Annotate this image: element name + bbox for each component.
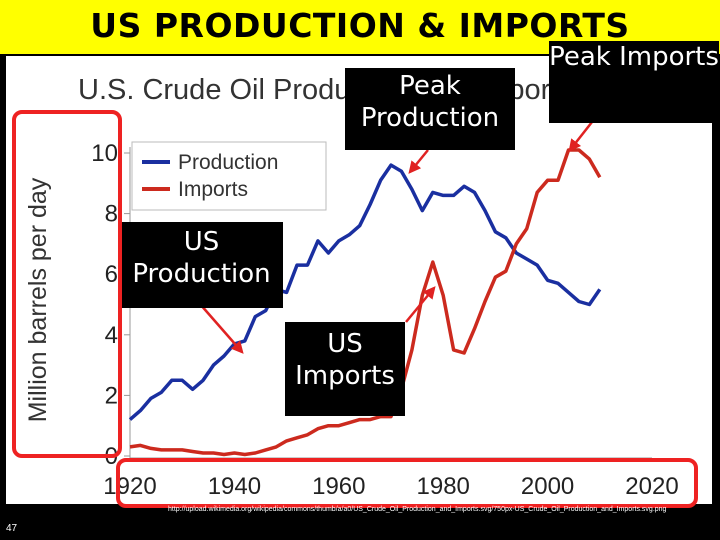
slide-number: 47	[6, 523, 18, 534]
x-tick-label: 1980	[417, 473, 470, 500]
x-axis-highlight	[116, 458, 698, 508]
y-axis-highlight	[12, 110, 122, 458]
callout-us-imports: US Imports	[285, 322, 405, 416]
x-tick-label: 2000	[521, 473, 574, 500]
callout-arrow	[199, 303, 244, 354]
series-line-production	[128, 163, 602, 421]
callout-peak-production: Peak Production	[345, 68, 515, 150]
y-tick-label: 10	[91, 140, 118, 167]
legend-label: Production	[178, 151, 278, 174]
y-tick-label: 6	[105, 261, 118, 288]
legend-box	[131, 141, 327, 211]
slide-title: US PRODUCTION & IMPORTS	[90, 6, 630, 45]
y-axis-label: Million barrels per day	[24, 177, 52, 422]
callout-arrows	[199, 121, 593, 354]
callout-peak-imports: Peak Imports	[549, 41, 719, 123]
x-tick-label: 2020	[625, 473, 678, 500]
x-tick-label: 1920	[103, 473, 156, 500]
chart-lines	[128, 148, 602, 457]
chart-legend: Production Imports	[131, 141, 327, 211]
legend-label: Imports	[178, 178, 248, 201]
y-tick-label: 4	[105, 322, 118, 349]
callout-arrow	[405, 286, 436, 323]
source-url[interactable]: http://upload.wikimedia.org/wikipedia/co…	[168, 506, 667, 513]
x-tick-label: 1960	[312, 473, 365, 500]
y-tick-label: 8	[105, 201, 118, 228]
series-line-imports	[129, 148, 602, 457]
callout-us-production: US Production	[120, 222, 283, 308]
callout-arrow	[408, 149, 429, 174]
x-tick-label: 1940	[208, 473, 261, 500]
callout-arrow	[568, 121, 593, 152]
y-tick-label: 2	[105, 382, 118, 409]
